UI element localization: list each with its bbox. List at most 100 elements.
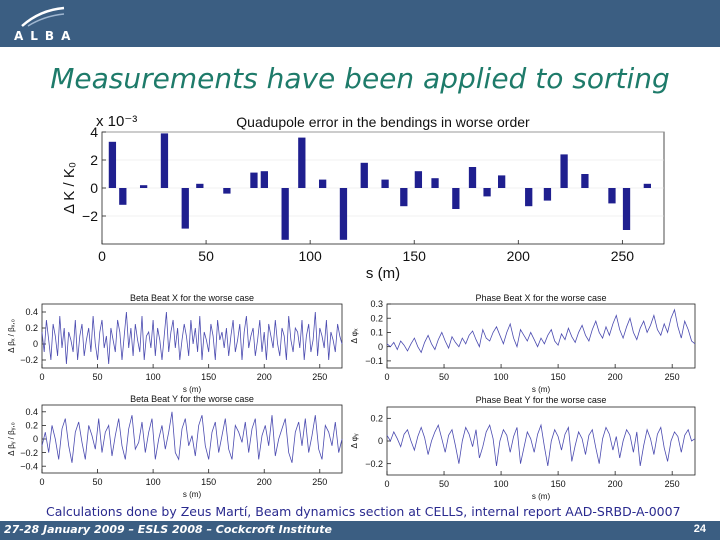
x-tick-label: 250: [611, 248, 635, 264]
x-tick-label: 100: [146, 372, 161, 382]
bar: [468, 167, 477, 188]
slide-title: Measurements have been applied to sortin…: [50, 62, 670, 95]
x-tick-label: 250: [312, 477, 327, 487]
bar: [560, 154, 568, 188]
beta-beat-x-chart: Beta Beat X for the worse case −0.20 0.2 0.…: [7, 293, 343, 394]
bar: [160, 133, 169, 188]
y-tick-label: −0.4: [20, 461, 38, 471]
bar: [108, 141, 117, 188]
beta-beat-y-chart: Beta Beat Y for the worse case −0.4 −0.2 0 0…: [7, 394, 343, 499]
bar: [196, 183, 204, 188]
bar: [498, 175, 506, 188]
bar: [431, 178, 439, 188]
y-tick-label: −0.1: [365, 356, 383, 366]
bar: [543, 188, 552, 201]
y-tick-label: 0.1: [370, 328, 383, 338]
chart-title: Beta Beat X for the worse case: [130, 293, 254, 303]
x-tick-label: 250: [665, 372, 680, 382]
x-tick-label: 50: [198, 248, 214, 264]
y-multiplier: x 10⁻³: [96, 113, 137, 130]
x-axis-label: s (m): [366, 265, 400, 282]
bar: [400, 188, 408, 207]
y-tick-label: 0: [33, 434, 38, 444]
y-axis-label: Δ βᵧ / βᵧ,₀: [7, 422, 16, 456]
series-line: [41, 411, 343, 463]
x-tick-label: 0: [39, 477, 44, 487]
bar: [298, 137, 306, 188]
x-tick-label: 0: [384, 372, 389, 382]
page-number: 24: [693, 523, 706, 535]
bar: [281, 188, 289, 240]
phase-beat-x-chart: Phase Beat X for the worse case−0.100.10…: [350, 293, 696, 394]
x-axis-label: s (m): [183, 490, 202, 499]
bar: [318, 179, 327, 188]
caption: Calculations done by Zeus Martí, Beam dy…: [46, 504, 681, 519]
footer-bar: 27-28 January 2009 – ESLS 2008 – Cockcro…: [0, 521, 720, 540]
y-tick-label: 0: [378, 436, 383, 446]
bar: [414, 171, 423, 188]
x-axis-label: s (m): [183, 385, 202, 394]
alba-logo-icon: [21, 6, 65, 27]
x-tick-label: 150: [201, 372, 216, 382]
x-tick-label: 200: [257, 372, 272, 382]
header-bar: ALBA: [0, 0, 720, 47]
plot-frame: [386, 303, 696, 369]
x-axis-label: s (m): [532, 385, 551, 394]
y-tick-label: 0: [90, 180, 98, 196]
x-tick-label: 100: [494, 479, 509, 489]
y-tick-label: 0.4: [25, 307, 38, 317]
y-tick-label: 0.2: [25, 323, 38, 333]
logo-text: ALBA: [14, 29, 78, 43]
x-tick-label: 150: [403, 248, 427, 264]
bar: [250, 172, 258, 188]
bar: [525, 188, 533, 207]
y-axis-label: Δ φₓ: [350, 328, 359, 343]
x-tick-label: 250: [312, 372, 327, 382]
x-tick-label: 100: [298, 248, 322, 264]
series-line: [41, 311, 343, 365]
x-tick-label: 200: [507, 248, 531, 264]
x-tick-label: 200: [608, 479, 623, 489]
x-tick-label: 0: [98, 248, 106, 264]
chart-title: Phase Beat X for the worse case: [475, 293, 606, 303]
x-axis-label: s (m): [532, 492, 551, 501]
series-line: [386, 423, 696, 466]
y-tick-label: −0.2: [20, 355, 38, 365]
bar: [643, 183, 651, 188]
y-tick-label: 2: [90, 152, 98, 168]
y-tick-label: 0.2: [370, 413, 383, 423]
y-tick-label: 0.2: [370, 313, 383, 323]
y-tick-label: 0: [378, 342, 383, 352]
bar: [260, 171, 268, 188]
y-tick-label: −0.2: [20, 448, 38, 458]
y-axis-label: Δ φᵧ: [350, 433, 359, 448]
x-tick-label: 50: [439, 479, 449, 489]
x-tick-label: 0: [384, 479, 389, 489]
x-tick-label: 0: [39, 372, 44, 382]
x-tick-label: 250: [665, 479, 680, 489]
x-tick-label: 150: [551, 479, 566, 489]
y-axis-label: Δ K / K₀: [61, 162, 78, 214]
bar: [139, 185, 148, 188]
bar: [622, 188, 631, 230]
x-tick-label: 150: [551, 372, 566, 382]
y-tick-label: −0.2: [365, 459, 383, 469]
y-tick-label: 4: [90, 124, 98, 140]
x-tick-label: 200: [257, 477, 272, 487]
y-tick-label: 0.3: [370, 299, 383, 309]
chart-title: Quadupole error in the bendings in worse…: [236, 114, 530, 130]
plot-frame: [41, 303, 343, 369]
x-tick-label: 100: [494, 372, 509, 382]
y-axis-label: Δ βₓ / βₓ,₀: [7, 319, 16, 353]
x-tick-label: 50: [439, 372, 449, 382]
footer-text: 27-28 January 2009 – ESLS 2008 – Cockcro…: [4, 523, 332, 536]
bar: [339, 188, 348, 240]
x-tick-label: 100: [146, 477, 161, 487]
bar: [608, 188, 616, 204]
x-tick-label: 150: [201, 477, 216, 487]
bar: [360, 162, 368, 188]
x-tick-label: 200: [608, 372, 623, 382]
bar: [452, 188, 460, 209]
series-line: [386, 308, 696, 354]
chart-title: Beta Beat Y for the worse case: [130, 394, 254, 404]
